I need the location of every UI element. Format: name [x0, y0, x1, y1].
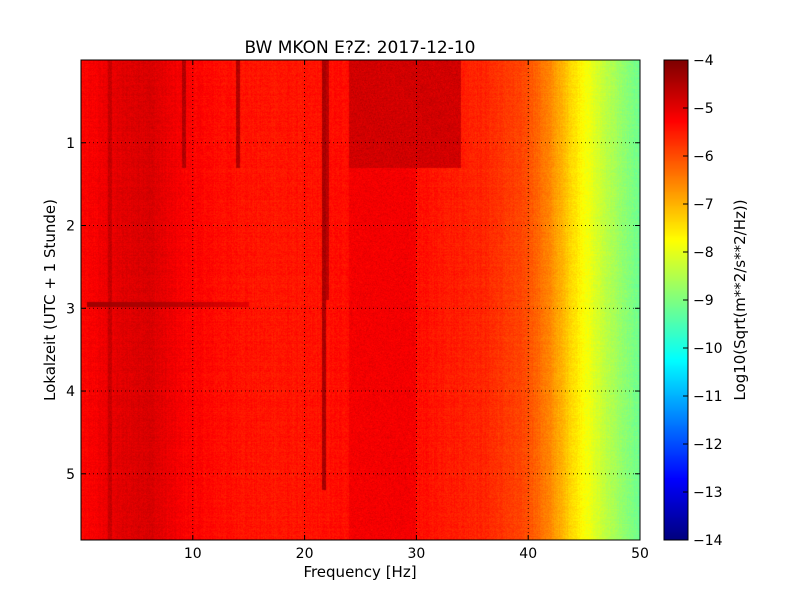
colorbar-label: Log10(Sqrt(m**2/s**2/Hz)): [731, 199, 749, 400]
colorbar-tick-label: −4: [693, 53, 714, 69]
x-tick-label: 20: [296, 546, 314, 562]
colorbar-tick-label: −5: [693, 101, 714, 117]
x-tick-label: 40: [519, 546, 537, 562]
y-tick-label: 2: [66, 219, 75, 235]
x-tick-label: 10: [184, 546, 202, 562]
heatmap-image: [81, 60, 640, 540]
y-axis: 1 2 3 4 5: [66, 136, 640, 483]
x-tick-label: 50: [631, 546, 649, 562]
x-tick-label: 30: [407, 546, 425, 562]
y-tick-label: 1: [66, 136, 75, 152]
colorbar-tick-label: −14: [693, 533, 723, 549]
colorbar-tick-label: −9: [693, 293, 714, 309]
x-axis: 10 20 30 40 50: [184, 60, 649, 562]
y-tick-label: 3: [66, 301, 75, 317]
colorbar-tick-label: −11: [693, 389, 723, 405]
y-axis-label: Lokalzeit (UTC + 1 Stunde): [41, 199, 59, 401]
colorbar-tick-label: −10: [693, 341, 723, 357]
colorbar-tick-label: −8: [693, 245, 714, 261]
plot-area: 10 20 30 40 50 1 2 3 4 5: [66, 59, 649, 562]
colorbar-tick-label: −12: [693, 437, 723, 453]
colorbar-tick-label: −13: [693, 485, 723, 501]
y-tick-label: 4: [66, 384, 75, 400]
grid-lines: [81, 60, 640, 540]
chart-title: BW MKON E?Z: 2017-12-10: [245, 38, 476, 58]
colorbar-tick-label: −7: [693, 197, 714, 213]
plot-frame: [80, 59, 641, 541]
x-axis-label: Frequency [Hz]: [303, 563, 416, 581]
colorbar-ticks: −4 −5 −6 −7 −8 −9 −10 −11 −12 −13 −14: [683, 53, 723, 549]
y-tick-label: 5: [66, 467, 75, 483]
colorbar-tick-label: −6: [693, 149, 714, 165]
colorbar: −4 −5 −6 −7 −8 −9 −10 −11 −12 −13 −14: [663, 53, 723, 549]
